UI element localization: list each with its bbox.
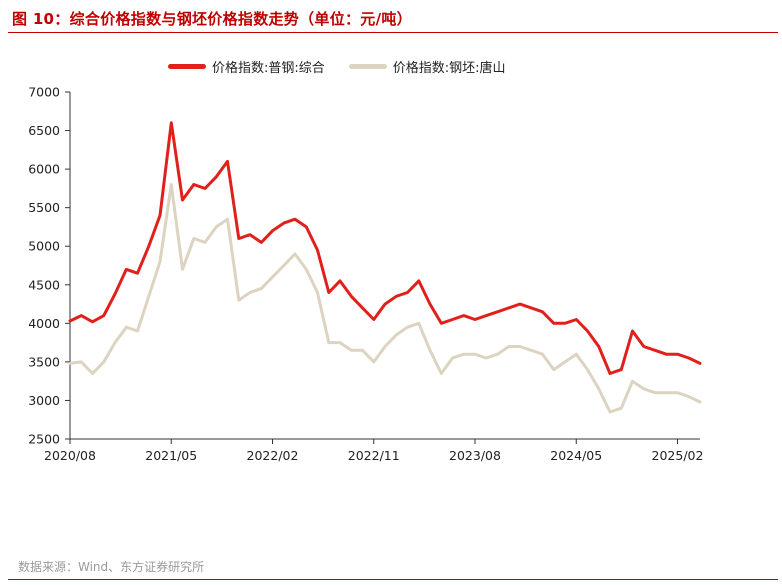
x-tick-label: 2023/08 bbox=[449, 448, 501, 463]
y-tick-label: 6000 bbox=[28, 162, 60, 177]
y-tick-label: 3000 bbox=[28, 393, 60, 408]
legend-label-billet: 价格指数:钢坯:唐山 bbox=[392, 61, 506, 76]
y-tick-label: 2500 bbox=[28, 432, 60, 447]
figure-title: 图 10：综合价格指数与钢坯价格指数走势（单位：元/吨） bbox=[12, 10, 412, 28]
x-tick-label: 2022/02 bbox=[247, 448, 299, 463]
y-tick-label: 3500 bbox=[28, 354, 60, 369]
y-tick-label: 4500 bbox=[28, 277, 60, 292]
y-tick-label: 6500 bbox=[28, 123, 60, 138]
series-line-billet bbox=[68, 183, 702, 414]
x-tick-label: 2021/05 bbox=[145, 448, 197, 463]
legend-swatch-composite bbox=[168, 64, 206, 69]
chart-legend: 价格指数:普钢:综合 价格指数:钢坯:唐山 bbox=[168, 57, 530, 76]
title-bar: 图 10：综合价格指数与钢坯价格指数走势（单位：元/吨） bbox=[8, 0, 778, 33]
legend-item-composite: 价格指数:普钢:综合 bbox=[168, 57, 325, 76]
legend-swatch-billet bbox=[348, 64, 387, 69]
footer-rule bbox=[8, 579, 778, 580]
series-line-composite bbox=[68, 121, 702, 375]
x-tick-label: 2025/02 bbox=[652, 448, 704, 463]
y-tick-label: 7000 bbox=[28, 85, 60, 100]
y-tick-label: 5000 bbox=[28, 239, 60, 254]
legend-item-billet: 价格指数:钢坯:唐山 bbox=[348, 57, 506, 76]
x-tick-label: 2022/11 bbox=[348, 448, 400, 463]
y-tick-label: 4000 bbox=[28, 316, 60, 331]
source-note: 数据来源：Wind、东方证券研究所 bbox=[18, 560, 205, 574]
x-tick-label: 2020/08 bbox=[44, 448, 96, 463]
y-tick-label: 5500 bbox=[28, 200, 60, 215]
x-tick-label: 2024/05 bbox=[550, 448, 602, 463]
legend-label-composite: 价格指数:普钢:综合 bbox=[212, 61, 325, 76]
